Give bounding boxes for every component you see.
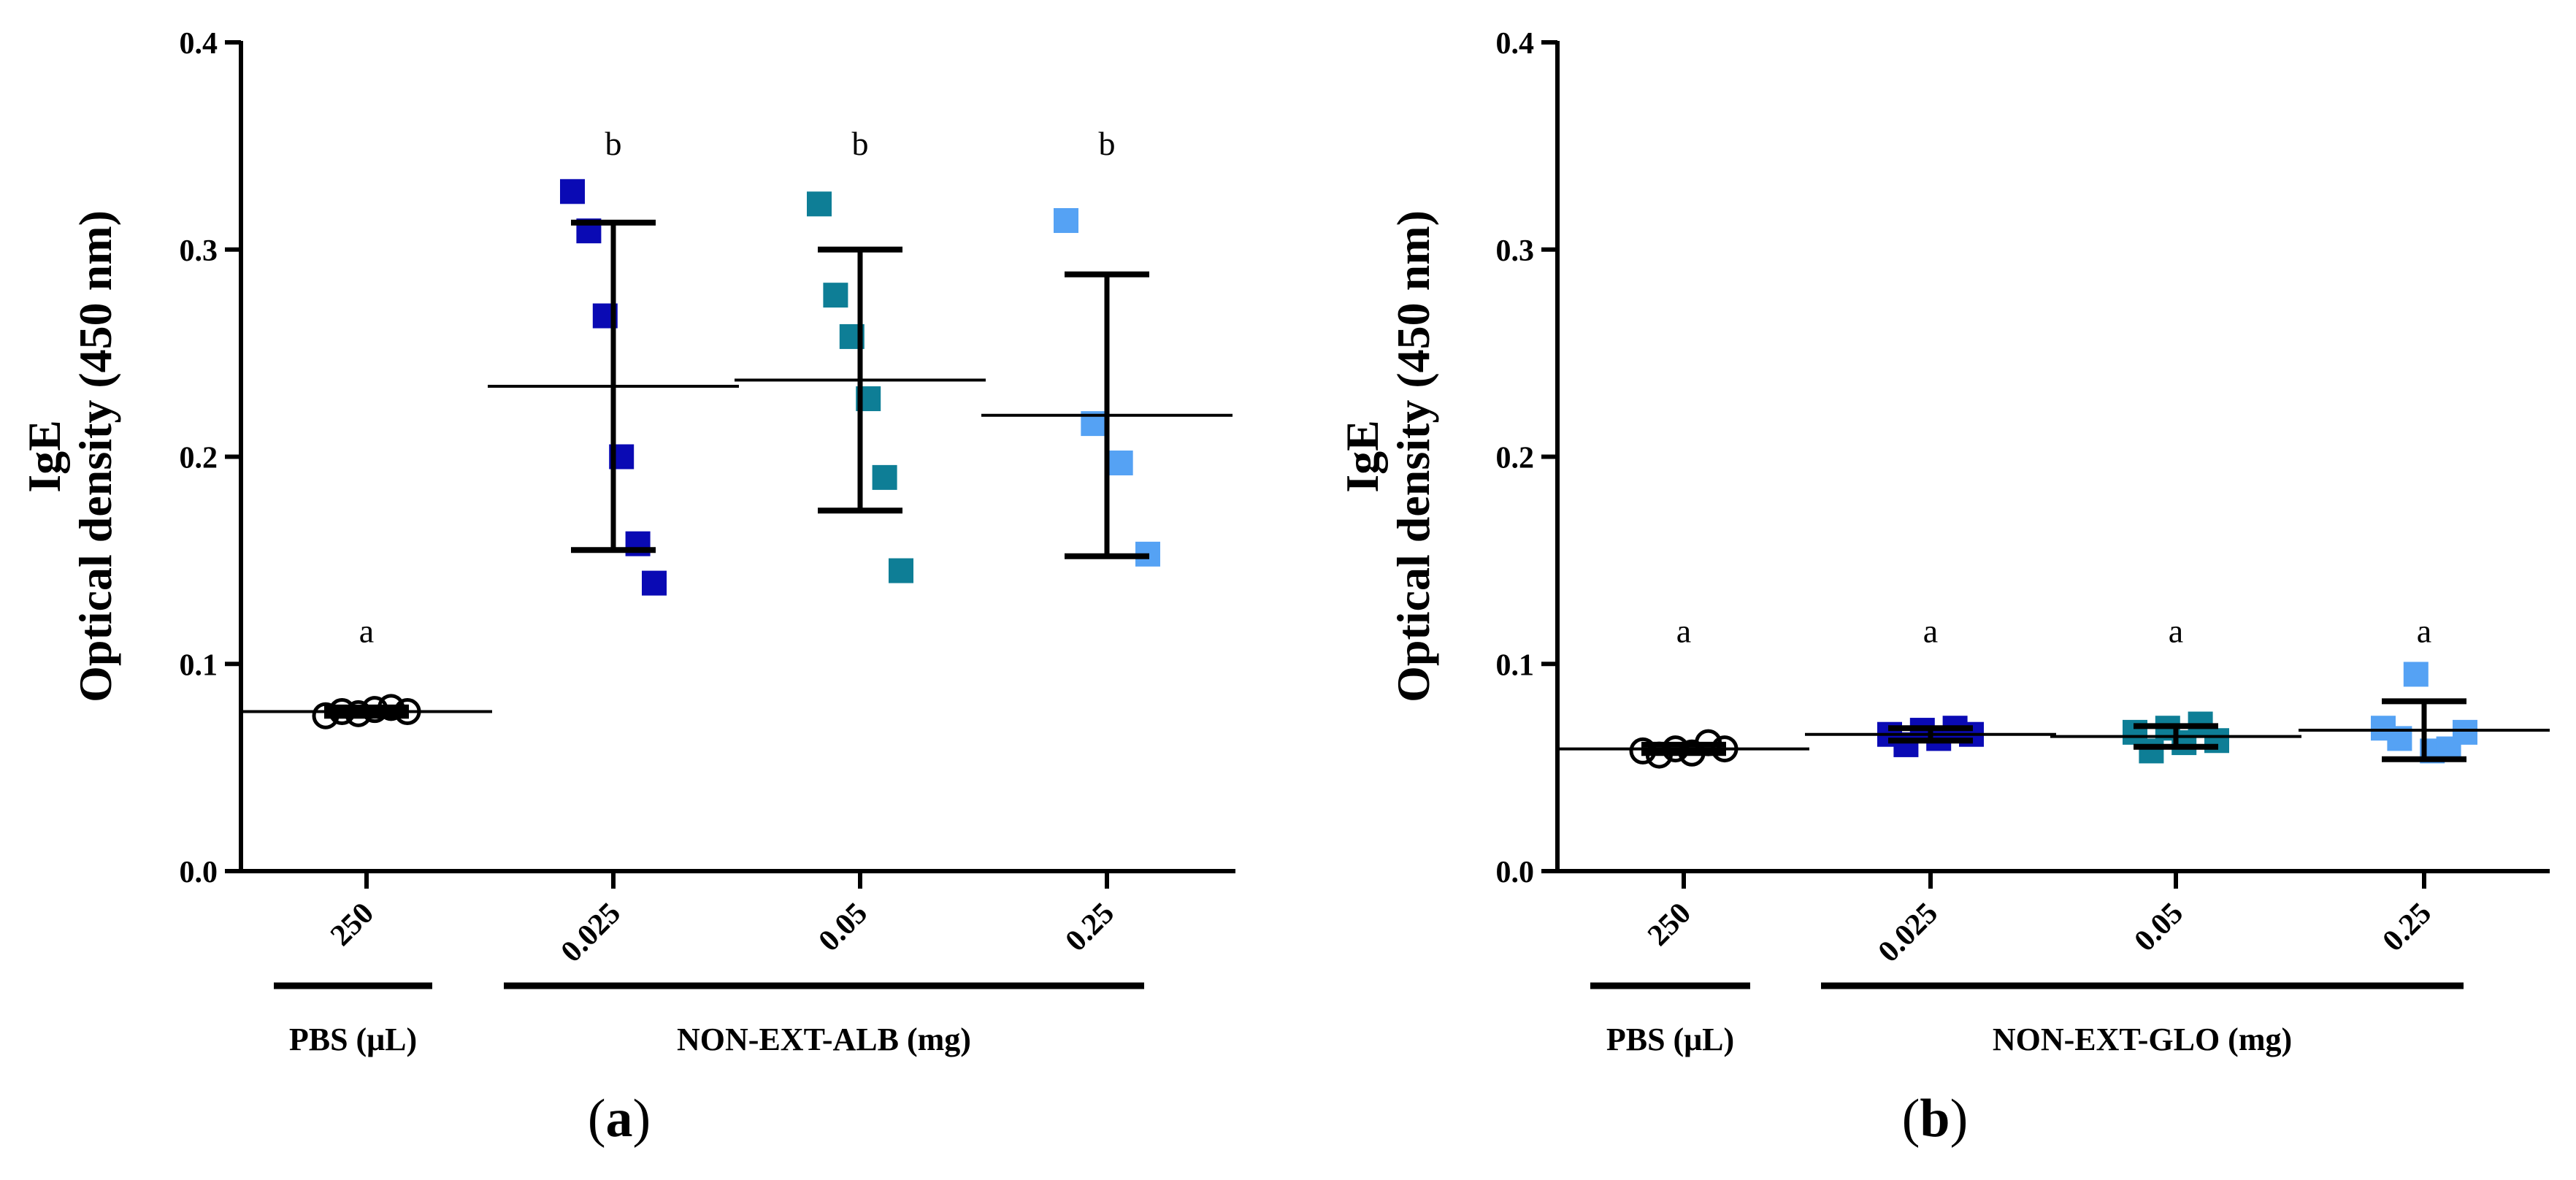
data-point: [560, 179, 585, 204]
x-tick-label: 0.05: [813, 897, 874, 958]
y-tick-label: 0.1: [180, 648, 218, 682]
panel-b: 0.0 0.1 0.2 0.3 0.4 IgE Optical density (450 n…: [1336, 27, 2550, 1149]
group-label: PBS (μL): [1606, 1022, 1734, 1057]
y-axis-label-line1: IgE: [1336, 420, 1388, 493]
group-label: NON-EXT-ALB (mg): [677, 1022, 971, 1057]
data-point: [889, 558, 913, 583]
group-label: PBS (μL): [289, 1022, 417, 1057]
y-tick-label: 0.4: [180, 27, 218, 61]
data-point: [1108, 451, 1133, 476]
significance-letter: a: [359, 612, 374, 649]
x-tick-label: 0.25: [1059, 897, 1121, 958]
significance-letter: a: [1923, 612, 1938, 649]
x-tick-label: 250: [324, 897, 380, 953]
series-250: a: [241, 612, 492, 729]
data-point: [2453, 719, 2477, 745]
data-point: [872, 464, 897, 490]
series-0.25: a: [2299, 612, 2550, 764]
series-0.05: a: [2050, 612, 2301, 764]
series-250: a: [1558, 612, 1809, 769]
y-axis-label-line2: Optical density (450 nm): [1387, 210, 1439, 702]
x-tick-label: 0.025: [555, 897, 627, 969]
significance-letter: b: [605, 125, 622, 162]
y-tick-label: 0.2: [1496, 442, 1535, 475]
series-0.025: b: [488, 125, 739, 596]
significance-letter: a: [2169, 612, 2183, 649]
y-tick-label: 0.3: [1496, 234, 1535, 268]
data-point: [823, 283, 848, 308]
y-tick-label: 0.4: [1496, 27, 1535, 61]
significance-letter: b: [852, 125, 869, 162]
y-tick-label: 0.0: [180, 856, 218, 889]
y-axis-label-line1: IgE: [18, 420, 70, 493]
x-tick-label: 0.25: [2377, 897, 2438, 958]
series-0.025: a: [1805, 612, 2056, 757]
panel-label: (b): [1902, 1089, 1968, 1149]
y-tick-label: 0.0: [1496, 856, 1535, 889]
series-0.05: b: [735, 125, 986, 583]
group-label: NON-EXT-GLO (mg): [1993, 1022, 2292, 1057]
y-tick-label: 0.2: [180, 442, 218, 475]
panel-a: 0.0 0.1 0.2 0.3 0.4 IgE Optical density (450 n…: [18, 27, 1235, 1149]
y-tick-label: 0.3: [180, 234, 218, 268]
data-point: [1054, 208, 1078, 234]
significance-letter: a: [1676, 612, 1691, 649]
x-tick-label: 250: [1641, 897, 1698, 953]
series-0.25: b: [981, 125, 1233, 567]
y-tick-label: 0.1: [1496, 648, 1535, 682]
data-point: [2139, 738, 2164, 764]
x-tick-label: 0.025: [1872, 897, 1944, 969]
y-axis-label-line2: Optical density (450 nm): [69, 210, 121, 702]
significance-letter: a: [2417, 612, 2431, 649]
data-point: [807, 191, 832, 217]
data-point: [642, 570, 667, 596]
significance-letter: b: [1099, 125, 1116, 162]
x-tick-label: 0.05: [2128, 897, 2190, 958]
panel-label: (a): [588, 1089, 651, 1149]
data-point: [2403, 662, 2429, 687]
